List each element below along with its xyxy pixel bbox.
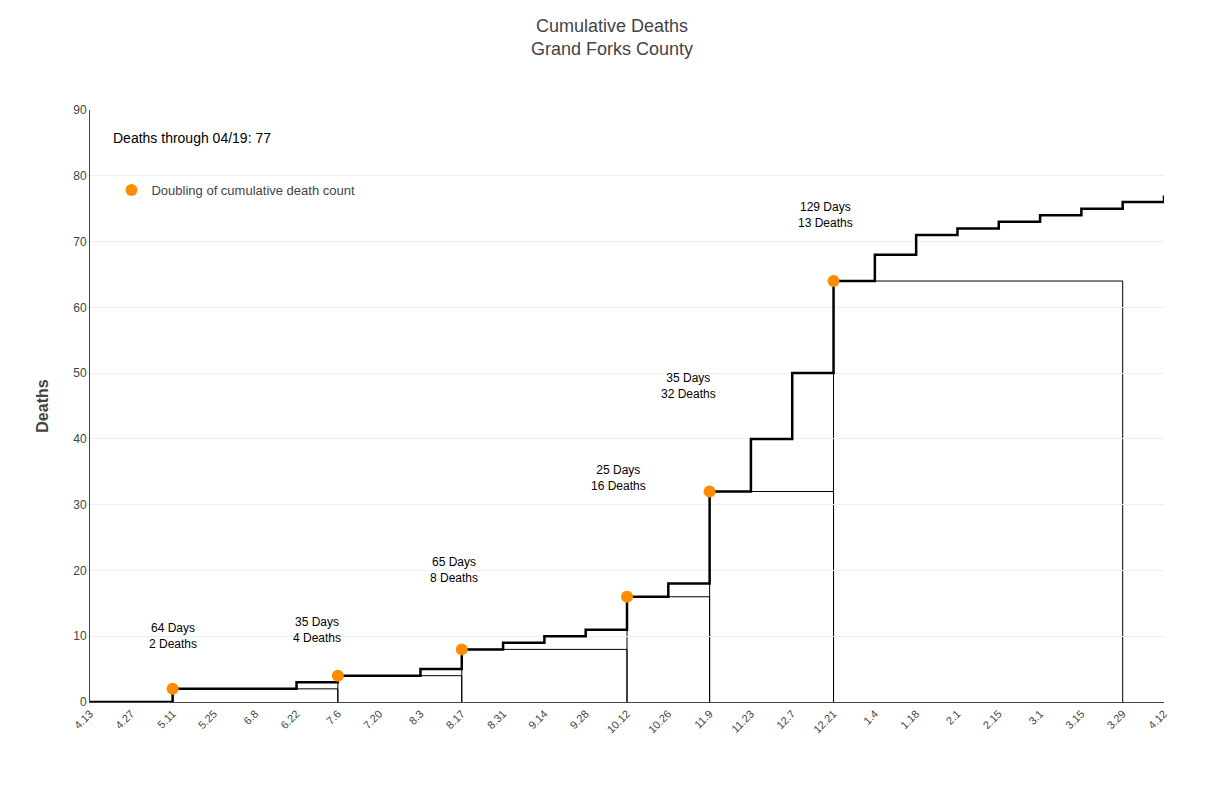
svg-text:Cumulative DeathsGrand Forks C: Cumulative DeathsGrand Forks County xyxy=(531,16,693,59)
svg-text:3.15: 3.15 xyxy=(1063,708,1087,732)
svg-text:80: 80 xyxy=(73,169,87,183)
svg-text:7.20: 7.20 xyxy=(361,708,385,732)
svg-text:5.25: 5.25 xyxy=(196,708,220,732)
svg-text:65 Days8 Deaths: 65 Days8 Deaths xyxy=(430,555,478,585)
svg-text:12.7: 12.7 xyxy=(774,708,798,732)
svg-text:2.15: 2.15 xyxy=(980,708,1004,732)
svg-text:64 Days2 Deaths: 64 Days2 Deaths xyxy=(149,621,197,651)
svg-text:1.4: 1.4 xyxy=(861,708,880,727)
svg-text:5.11: 5.11 xyxy=(155,708,178,731)
svg-text:0: 0 xyxy=(80,695,87,709)
svg-text:8.3: 8.3 xyxy=(406,708,425,727)
svg-text:11.23: 11.23 xyxy=(729,708,756,735)
svg-text:4.13: 4.13 xyxy=(72,708,96,732)
svg-text:4.27: 4.27 xyxy=(113,708,137,732)
svg-text:8.17: 8.17 xyxy=(443,708,467,732)
svg-text:25 Days16 Deaths: 25 Days16 Deaths xyxy=(591,463,646,493)
svg-text:70: 70 xyxy=(73,235,87,249)
svg-text:2.1: 2.1 xyxy=(943,708,962,727)
svg-text:30: 30 xyxy=(73,498,87,512)
svg-text:8.31: 8.31 xyxy=(485,708,509,732)
svg-text:11.9: 11.9 xyxy=(692,708,715,731)
svg-text:Deaths: Deaths xyxy=(34,379,51,432)
svg-text:3.1: 3.1 xyxy=(1026,708,1045,727)
svg-text:90: 90 xyxy=(73,103,87,117)
svg-text:7.6: 7.6 xyxy=(324,708,343,727)
svg-text:50: 50 xyxy=(73,366,87,380)
svg-text:10.26: 10.26 xyxy=(646,708,674,736)
svg-text:Deaths through 04/19: 77: Deaths through 04/19: 77 xyxy=(113,130,271,146)
svg-text:10.12: 10.12 xyxy=(604,708,632,736)
svg-text:35 Days32 Deaths: 35 Days32 Deaths xyxy=(661,371,716,401)
svg-text:4.12: 4.12 xyxy=(1146,708,1170,732)
svg-text:12.21: 12.21 xyxy=(811,708,839,736)
svg-text:9.28: 9.28 xyxy=(567,708,591,732)
svg-text:Doubling of cumulative death c: Doubling of cumulative death count xyxy=(151,183,354,198)
svg-text:6.22: 6.22 xyxy=(278,708,302,732)
svg-text:1.18: 1.18 xyxy=(898,708,922,732)
svg-text:20: 20 xyxy=(73,564,87,578)
svg-text:35 Days4 Deaths: 35 Days4 Deaths xyxy=(293,615,341,645)
svg-text:6.8: 6.8 xyxy=(241,708,260,727)
svg-text:40: 40 xyxy=(73,432,87,446)
svg-text:129 Days13 Deaths: 129 Days13 Deaths xyxy=(798,200,853,230)
svg-text:3.29: 3.29 xyxy=(1104,708,1128,732)
svg-text:60: 60 xyxy=(73,301,87,315)
svg-text:9.14: 9.14 xyxy=(526,708,550,732)
svg-text:10: 10 xyxy=(73,629,87,643)
